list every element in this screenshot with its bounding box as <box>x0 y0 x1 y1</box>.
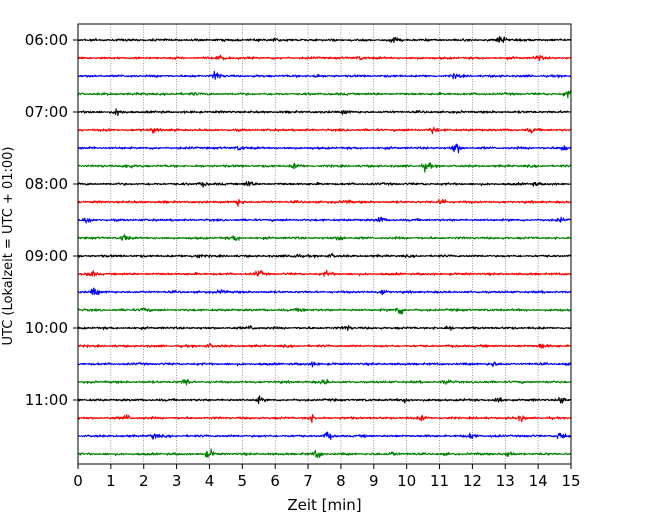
x-tick-label: 6 <box>270 472 280 490</box>
trace-0715 <box>77 126 572 135</box>
y-tick-label: 09:00 <box>25 247 68 265</box>
trace-1130 <box>77 431 572 441</box>
trace-1015 <box>77 342 572 349</box>
y-tick-label: 06:00 <box>25 31 68 49</box>
trace-series <box>77 35 572 459</box>
trace-0600 <box>77 35 572 44</box>
trace-1100 <box>77 395 572 405</box>
x-tick-label: 5 <box>238 472 248 490</box>
x-tick-label: 2 <box>139 472 149 490</box>
trace-0800 <box>77 180 572 188</box>
x-tick-label: 8 <box>336 472 346 490</box>
x-tick-label: 9 <box>369 472 379 490</box>
trace-1030 <box>77 361 572 368</box>
trace-0830 <box>77 216 572 224</box>
plot-frame <box>77 23 572 465</box>
trace-1000 <box>77 325 572 332</box>
x-tick-label: 11 <box>430 472 449 490</box>
trace-0730 <box>77 143 572 154</box>
y-tick-label: 07:00 <box>25 103 68 121</box>
trace-0615 <box>77 54 572 62</box>
x-tick-label: 1 <box>106 472 116 490</box>
x-axis-title: Zeit [min] <box>287 496 361 514</box>
x-tick-label: 13 <box>496 472 515 490</box>
trace-0815 <box>77 198 572 207</box>
x-tick-label: 0 <box>73 472 83 490</box>
x-tick-label: 15 <box>561 472 580 490</box>
x-tick-label: 3 <box>172 472 182 490</box>
trace-0900 <box>77 252 572 259</box>
x-tick-label: 4 <box>205 472 215 490</box>
x-tick-label: 14 <box>529 472 548 490</box>
trace-1145 <box>77 448 572 459</box>
trace-0845 <box>77 234 572 241</box>
trace-0915 <box>77 269 572 277</box>
x-tick-label: 10 <box>397 472 416 490</box>
x-tick-label: 12 <box>463 472 482 490</box>
y-tick-label: 08:00 <box>25 175 68 193</box>
trace-0700 <box>77 108 572 117</box>
trace-0930 <box>77 287 572 296</box>
trace-1045 <box>77 378 572 386</box>
trace-0645 <box>77 90 572 99</box>
x-axis-ticks: 0 1 2 3 4 5 6 7 8 9 10 11 12 13 14 15 <box>73 464 581 490</box>
grid-lines <box>110 24 539 464</box>
trace-0745 <box>77 162 572 173</box>
y-tick-label: 11:00 <box>25 391 68 409</box>
trace-0630 <box>77 70 572 80</box>
y-axis-ticks: 06:00 07:00 08:00 09:00 10:00 11:00 <box>25 31 78 409</box>
y-axis-title: UTC (Lokalzeit = UTC + 01:00) <box>1 147 16 346</box>
trace-1115 <box>77 413 572 424</box>
y-tick-label: 10:00 <box>25 319 68 337</box>
trace-0945 <box>77 307 572 315</box>
x-tick-label: 7 <box>303 472 313 490</box>
